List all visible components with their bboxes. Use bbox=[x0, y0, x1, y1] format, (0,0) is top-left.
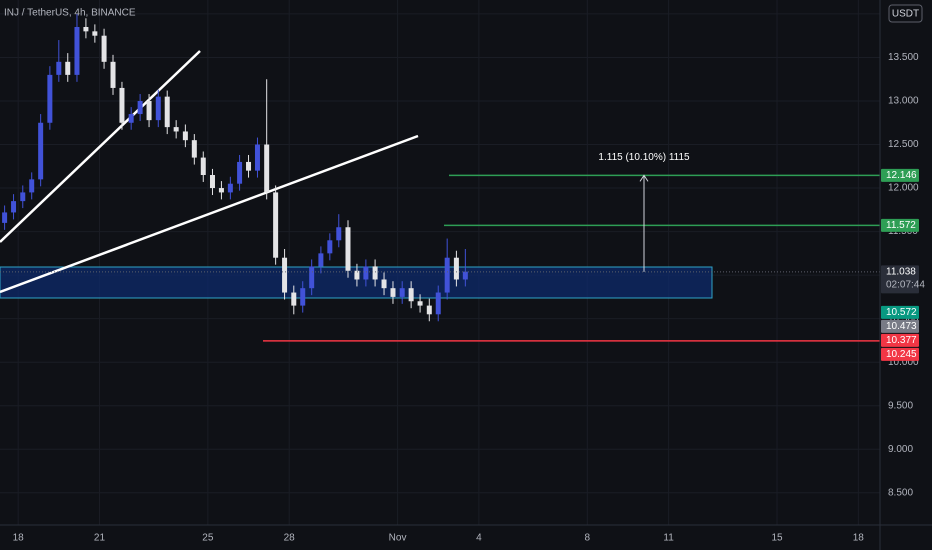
y-tick-label: 9.000 bbox=[888, 444, 913, 455]
candle-body bbox=[417, 301, 423, 306]
x-tick-label: 11 bbox=[663, 533, 674, 544]
countdown: 02:07:44 bbox=[886, 279, 925, 290]
candle-body bbox=[237, 161, 243, 184]
candle-body bbox=[453, 257, 459, 280]
candle-body bbox=[173, 127, 179, 132]
candle-body bbox=[29, 179, 35, 193]
candle-body bbox=[38, 122, 44, 180]
x-tick-label: 28 bbox=[284, 533, 296, 544]
y-tick-label: 13.500 bbox=[888, 52, 919, 63]
candle-body bbox=[435, 292, 441, 315]
x-tick-label: 18 bbox=[853, 533, 865, 544]
candle-body bbox=[462, 271, 468, 280]
candle-body bbox=[56, 61, 62, 75]
x-tick-label: Nov bbox=[389, 533, 407, 544]
y-tick-label: 9.500 bbox=[888, 400, 913, 411]
plot: 1.115 (10.10%) 1115 bbox=[0, 13, 880, 342]
grid bbox=[0, 0, 880, 525]
trend-line bbox=[0, 50, 201, 243]
candle-body bbox=[372, 266, 378, 280]
x-tick-label: 4 bbox=[476, 533, 482, 544]
candle-body bbox=[164, 96, 170, 128]
candle-body bbox=[65, 61, 71, 75]
candle-body bbox=[110, 61, 116, 88]
chart-title: INJ / TetherUS, 4h, BINANCE bbox=[4, 8, 136, 19]
price-tag-label: 11.038 bbox=[886, 266, 916, 277]
y-tick-label: 13.000 bbox=[888, 96, 919, 107]
candle-body bbox=[264, 144, 270, 193]
price-tag bbox=[881, 305, 919, 319]
price-tag-label: 10.473 bbox=[886, 321, 917, 332]
candle-body bbox=[246, 161, 252, 171]
y-tick-label: 8.500 bbox=[888, 487, 913, 498]
candle-body bbox=[92, 31, 98, 36]
candle-body bbox=[282, 257, 288, 293]
candle-body bbox=[182, 131, 188, 141]
candle-body bbox=[155, 96, 161, 121]
candle-body bbox=[408, 288, 414, 302]
candle-body bbox=[11, 201, 17, 213]
candle-body bbox=[390, 288, 396, 297]
x-tick-label: 25 bbox=[202, 533, 214, 544]
measure-label: 1.115 (10.10%) 1115 bbox=[598, 152, 690, 163]
x-tick-label: 21 bbox=[94, 533, 106, 544]
candle-body bbox=[399, 288, 405, 297]
candle-body bbox=[336, 227, 342, 241]
price-tag bbox=[881, 347, 919, 361]
candle-body bbox=[137, 100, 143, 115]
measure-arrow-head bbox=[639, 174, 649, 182]
currency: USDT bbox=[892, 9, 919, 20]
candle-body bbox=[345, 227, 351, 271]
candle-body bbox=[318, 253, 324, 267]
candle-body bbox=[300, 288, 306, 306]
candle-body bbox=[2, 212, 8, 223]
candle-body bbox=[128, 114, 134, 123]
candle-body bbox=[309, 266, 315, 289]
x-tick-label: 18 bbox=[13, 533, 25, 544]
price-tag bbox=[881, 168, 919, 182]
trend-line bbox=[0, 134, 419, 294]
price-tag-label: 10.572 bbox=[886, 307, 917, 318]
candle-body bbox=[227, 183, 233, 193]
candle-body bbox=[74, 26, 80, 75]
y-tick-label: 12.500 bbox=[888, 139, 919, 150]
candle-body bbox=[327, 240, 333, 254]
candle-body bbox=[254, 144, 260, 171]
candle-body bbox=[426, 305, 432, 315]
price-tag-label: 11.572 bbox=[886, 220, 916, 231]
candle-body bbox=[218, 188, 224, 193]
candle-body bbox=[20, 192, 26, 202]
candle-body bbox=[83, 26, 89, 32]
price-tag-label: 10.377 bbox=[886, 335, 917, 346]
price-tag-label: 12.146 bbox=[886, 170, 917, 181]
candle-body bbox=[291, 292, 297, 306]
candle-body bbox=[119, 87, 125, 123]
axes: 8.5009.0009.50010.00010.50011.00011.5001… bbox=[13, 9, 926, 544]
price-tag bbox=[881, 333, 919, 347]
price-tag bbox=[881, 218, 919, 232]
candle-body bbox=[363, 266, 369, 280]
price-tag bbox=[881, 319, 919, 333]
candle-body bbox=[191, 140, 197, 158]
candle-body bbox=[209, 175, 215, 189]
candle-body bbox=[273, 192, 279, 258]
candle-body bbox=[146, 100, 152, 121]
currency-box bbox=[888, 4, 923, 23]
candle-body bbox=[444, 257, 450, 293]
x-tick-label: 15 bbox=[771, 533, 783, 544]
price-tag-label: 10.245 bbox=[886, 349, 917, 360]
price-tag bbox=[881, 265, 919, 294]
candle-body bbox=[354, 270, 360, 280]
candle-body bbox=[47, 74, 53, 123]
candle-body bbox=[101, 35, 107, 62]
y-tick-label: 12.000 bbox=[888, 183, 919, 194]
candle-body bbox=[200, 157, 206, 175]
y-tick-label: 10.000 bbox=[888, 357, 919, 368]
x-tick-label: 8 bbox=[585, 533, 591, 544]
candle-body bbox=[381, 279, 387, 289]
